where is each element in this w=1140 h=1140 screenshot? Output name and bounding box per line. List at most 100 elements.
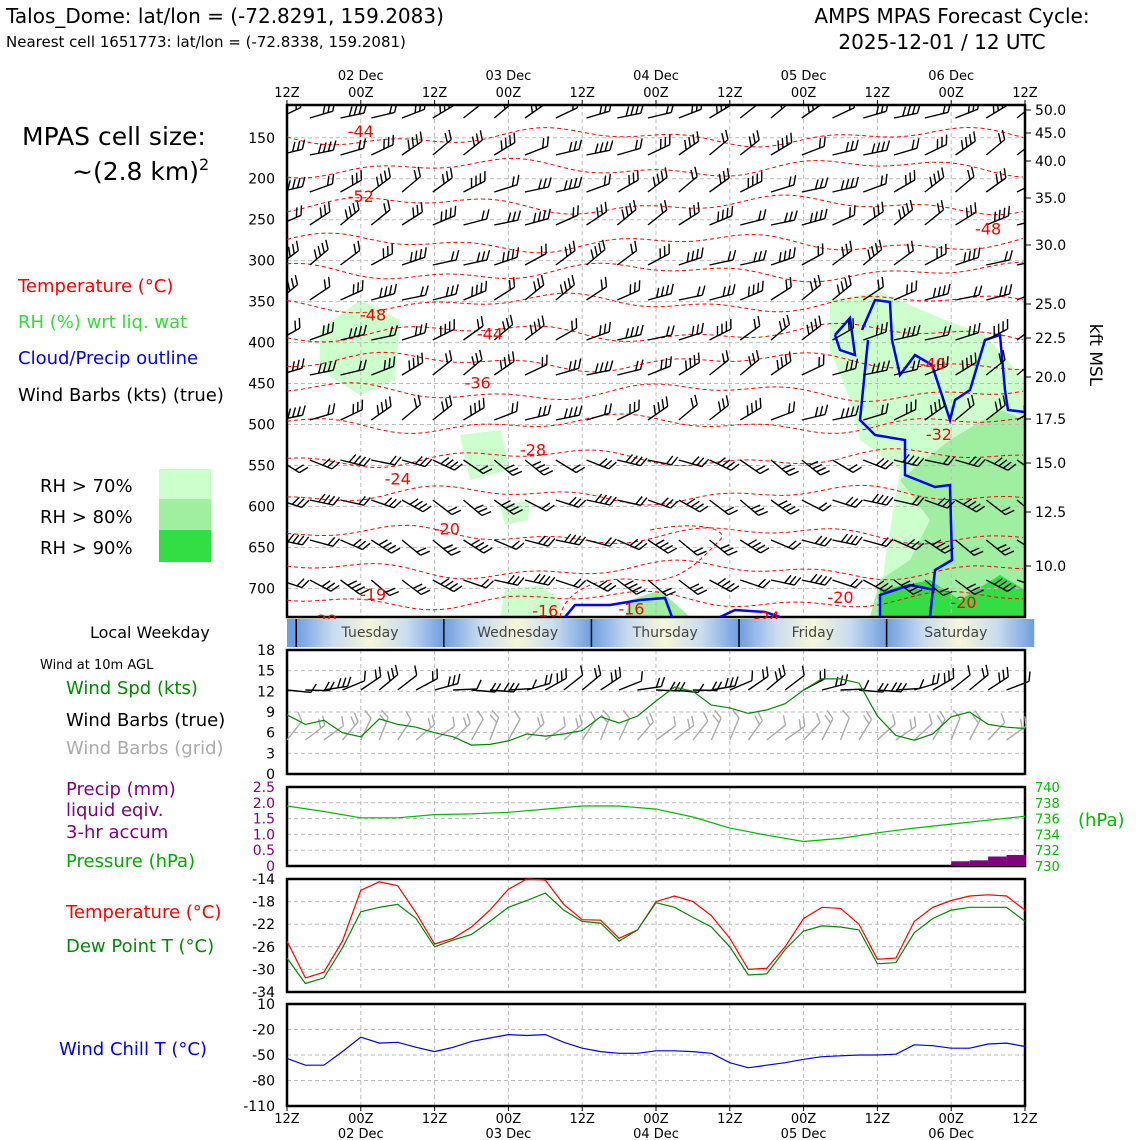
bottom-tick-label: 12Z: [717, 1112, 743, 1127]
wind-barb: [955, 247, 981, 266]
wind-barb: [617, 105, 644, 119]
grid-wind-barb: [397, 710, 412, 741]
grid-wind-barb: [563, 714, 583, 741]
wind-barb: [432, 499, 462, 516]
true-wind-barb: [286, 683, 317, 694]
wind-barb: [586, 276, 608, 301]
wind-barb: [955, 394, 975, 421]
cloud-outline-bottom: [564, 596, 781, 617]
rh-label-80: RH > 80%: [40, 507, 133, 528]
wind-barb: [371, 283, 398, 301]
wind-barb: [1016, 459, 1025, 467]
pressure-ytick: 736: [1035, 813, 1060, 828]
wind-barb: [985, 350, 1006, 376]
wind-spd-label: Wind Spd (kts): [66, 678, 198, 699]
weekday-cell: [739, 619, 887, 647]
wind-barb: [832, 405, 860, 421]
grid-wind-barb: [987, 712, 1006, 741]
wind-barb: [647, 134, 671, 156]
grid-wind-barb: [489, 709, 500, 741]
grid-wind-barb: [858, 710, 873, 741]
temp-label: -52: [348, 187, 374, 206]
wind-barb: [463, 578, 494, 589]
wind-barb: [586, 360, 614, 376]
top-tick-label: 00Z: [938, 86, 964, 101]
wind-barb: [863, 360, 891, 376]
wind-barb: [370, 199, 391, 226]
temp-label: -48: [975, 220, 1001, 239]
wind-barb: [616, 399, 640, 421]
wind-barb: [401, 456, 433, 468]
cloud-outline-main: [858, 298, 1025, 617]
wind-panel-ytick: 6: [266, 726, 275, 742]
temp-isotherm: [287, 413, 1024, 434]
windchill-label: Wind Chill T (°C): [59, 1039, 207, 1060]
xs-ytick: 150: [248, 131, 275, 147]
wind-barb: [862, 276, 884, 301]
kft-label: 30.0: [1035, 238, 1066, 254]
wind-barb: [494, 539, 525, 551]
wind-barb: [678, 456, 710, 468]
cell-size-value: ~(2.8 km)2: [72, 155, 209, 186]
wind-barb: [862, 579, 893, 592]
wind-barb: [340, 199, 360, 226]
grid-wind-barb: [378, 709, 389, 741]
wind-barb: [401, 247, 427, 266]
bottom-tick-label: 00Z: [348, 1112, 374, 1127]
wind-barb: [955, 579, 985, 596]
wind-barb: [986, 205, 1010, 226]
wind-barb: [893, 496, 925, 506]
top-tick-label: 12Z: [717, 86, 743, 101]
true-wind-barb: [342, 670, 366, 691]
xs-ytick: 450: [248, 377, 275, 393]
rh-swatch-80: [159, 499, 211, 530]
rh-region-left-2: [460, 430, 510, 480]
grid-wind-barb: [636, 712, 654, 741]
top-tick-label: 12Z: [422, 86, 448, 101]
wind-barb: [739, 499, 769, 517]
legend-wind: Wind Barbs (kts) (true): [18, 385, 224, 406]
dewpoint-label: Dew Point T (°C): [66, 936, 214, 957]
wind-barb: [647, 199, 668, 226]
temp-label: -20: [950, 593, 976, 612]
wind-barb: [463, 171, 486, 193]
wind-barb: [739, 315, 761, 341]
precip-panel-ytick: 2.5: [253, 780, 275, 796]
wind-barb: [955, 498, 986, 513]
cycle-title: AMPS MPAS Forecast Cycle:: [814, 4, 1089, 28]
wind-panel-ytick: 12: [257, 684, 275, 700]
true-wind-barb: [415, 668, 438, 691]
temp-isotherm: [287, 559, 1024, 581]
true-wind-barb: [766, 664, 786, 691]
kft-axis-label: kft MSL: [1085, 324, 1105, 387]
true-wind-barb: [434, 673, 461, 691]
temp-label: -28: [520, 441, 546, 460]
wind-barb: [586, 579, 617, 592]
true-wind-barb: [378, 664, 399, 691]
wind-barb: [524, 535, 556, 547]
cell-size-title: MPAS cell size:: [22, 122, 206, 151]
temp-isotherm: [287, 194, 1024, 216]
wind-barb: [678, 131, 700, 156]
grid-wind-barb: [803, 712, 821, 741]
wind-barb: [287, 405, 306, 420]
wind-barb: [463, 130, 483, 156]
windchill-line: [286, 1033, 1026, 1069]
wind-barb: [985, 499, 1015, 516]
wind-barb: [739, 539, 770, 554]
kft-label: 12.5: [1035, 505, 1066, 521]
wind-barb: [863, 403, 889, 421]
wind-10m-label: Wind at 10m AGL: [40, 658, 154, 673]
wind-barb: [955, 456, 986, 468]
grid-wind-barb: [895, 716, 917, 741]
grid-wind-barb: [618, 709, 631, 741]
wind-barb: [401, 322, 428, 341]
top-tick-label: 12Z: [865, 86, 891, 101]
cell-line: Nearest cell 1651773: lat/lon = (-72.833…: [6, 33, 406, 51]
true-wind-barb: [397, 665, 418, 691]
wind-barb: [678, 498, 709, 513]
wind-barb: [401, 394, 422, 421]
wind-barb: [678, 322, 704, 341]
grid-wind-barb: [968, 710, 982, 741]
wind-barb: [309, 276, 331, 301]
